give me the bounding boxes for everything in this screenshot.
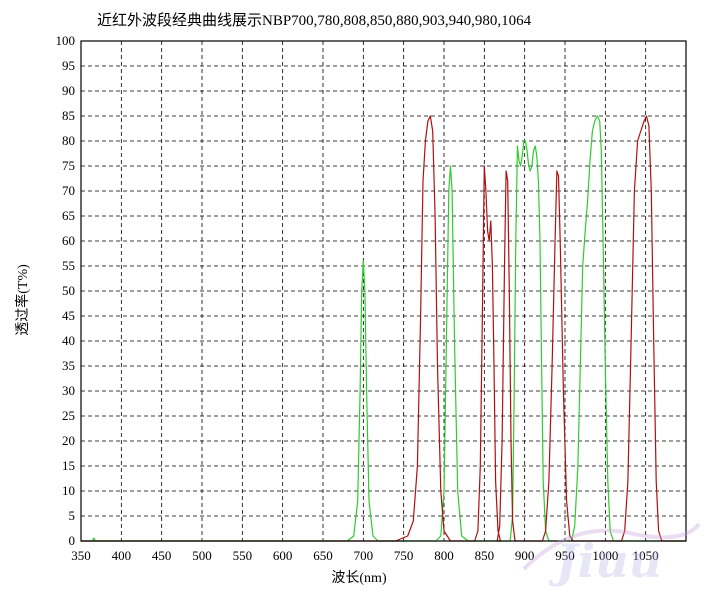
x-tick-label: 550 (233, 548, 253, 563)
plot-frame (80, 40, 687, 542)
x-tick-label: 600 (273, 548, 293, 563)
y-tick-label: 60 (62, 233, 75, 248)
watermark-logo: Jiuu (522, 522, 701, 588)
y-tick-label: 85 (62, 108, 75, 123)
x-axis-label: 波长(nm) (331, 570, 387, 586)
x-tick-label: 1000 (592, 548, 618, 563)
y-tick-label: 50 (62, 283, 75, 298)
x-tick-label: 350 (71, 548, 91, 563)
y-tick-label: 80 (62, 133, 75, 148)
x-tick-label: 650 (313, 548, 333, 563)
series-line-2 (81, 115, 686, 542)
y-tick-label: 35 (62, 358, 75, 373)
x-tick-label: 450 (152, 548, 172, 563)
x-tick-label: 950 (555, 548, 575, 563)
chart-title: 近红外波段经典曲线展示NBP700,780,808,850,880,903,94… (97, 12, 532, 29)
x-tick-label: 800 (434, 548, 454, 563)
x-tick-label: 850 (475, 548, 495, 563)
x-tick-label: 1050 (633, 548, 659, 563)
y-tick-label: 25 (62, 408, 75, 423)
watermark-text: Jiuu (548, 534, 662, 588)
y-tick-label: 15 (62, 458, 75, 473)
x-tick-label: 400 (112, 548, 132, 563)
y-tick-label: 45 (62, 308, 75, 323)
x-tick-labels: 350 400 450 500 550 600 650 700 750 800 850 900 950 1… (71, 548, 658, 563)
x-tick-label: 900 (515, 548, 535, 563)
y-tick-label: 10 (62, 483, 75, 498)
y-tick-label: 30 (62, 383, 75, 398)
series-line-1 (81, 115, 686, 542)
series-layer (81, 115, 686, 542)
y-tick-label: 70 (62, 183, 75, 198)
y-tick-labels: 0 5 10 15 20 25 30 35 40 45 50 55 60 65 70 75 80 85 90 95 10… (56, 33, 76, 548)
y-tick-label: 95 (62, 58, 75, 73)
y-tick-label: 55 (62, 258, 75, 273)
y-tick-label: 5 (69, 508, 76, 523)
y-tick-label: 40 (62, 333, 75, 348)
y-tick-label: 100 (56, 33, 76, 48)
y-axis-label: 透过率(T%) (14, 264, 31, 336)
x-tick-label: 700 (354, 548, 374, 563)
y-tick-label: 90 (62, 83, 75, 98)
y-tick-label: 20 (62, 433, 75, 448)
y-tick-label: 0 (69, 533, 76, 548)
grid (81, 41, 686, 541)
x-tick-label: 500 (192, 548, 212, 563)
x-tick-label: 750 (394, 548, 414, 563)
y-tick-label: 65 (62, 208, 75, 223)
y-tick-label: 75 (62, 158, 75, 173)
